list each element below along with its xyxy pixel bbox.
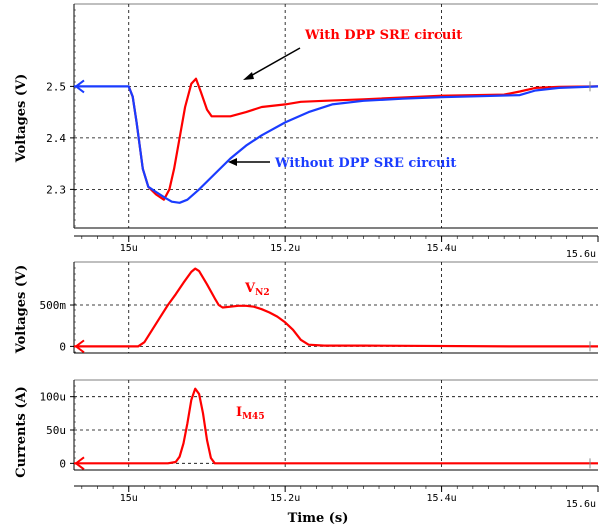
series-label-sub: M45 [242, 412, 265, 422]
series-label-1: VN2 [244, 281, 270, 298]
annotation-without-dpp: Without DPP SRE circuit [274, 156, 456, 171]
y-tick-label: 0 [59, 457, 66, 470]
left-arrow-marker [74, 339, 85, 354]
x-tick-label: 15.6u [566, 249, 596, 260]
panels: 2.5 2.4 2.3 500m 0 100u 50u 0 15u 15.2u 15.4u 15.6u… [40, 3, 599, 510]
left-arrow-marker [74, 456, 85, 471]
y-tick-label: 50u [46, 424, 66, 437]
series-label-2: IM45 [236, 405, 265, 422]
y-axis-label-current: Currents (A) [14, 386, 29, 477]
panel-2: 500m 0 [40, 261, 598, 354]
x-tick-label: 15.2u [270, 493, 300, 504]
x-tick-label: 15u [120, 493, 138, 504]
series-line-1 [127, 77, 599, 201]
series-label-main: I [236, 405, 242, 420]
series-line-1 [74, 387, 598, 465]
annotation-arrow-with [246, 47, 301, 79]
series-label-sub: N2 [255, 288, 270, 298]
y-tick-label: 500m [40, 299, 67, 312]
panel-3: 100u 50u 0 [40, 379, 598, 471]
x-axis-bottom: 15u 15.2u 15.4u 15.6u [74, 485, 599, 510]
y-axis-label-voltage: Voltages (V) [14, 74, 29, 164]
annotation-with-dpp: With DPP SRE circuit [304, 28, 462, 43]
y-tick-label: 2.5 [46, 80, 66, 93]
series-label-main: V [244, 281, 256, 296]
annotations: With DPP SRE circuit Without DPP SRE circ… [228, 28, 462, 422]
ylabel-mid: Voltages (V) [14, 265, 29, 355]
x-axis-top: 15u 15.2u 15.4u 15.6u [74, 235, 599, 260]
ylabel-top: Voltages (V) [14, 74, 29, 164]
x-tick-label: 15.2u [270, 243, 300, 254]
annotation-arrowhead-without [228, 158, 237, 166]
y-tick-label: 2.4 [46, 132, 66, 145]
y-tick-label: 100u [40, 391, 67, 404]
x-axis-label: Time (s) [288, 511, 349, 526]
left-arrow-marker [74, 79, 85, 94]
y-tick-label: 2.3 [46, 183, 66, 196]
ylabel-bottom: Currents (A) [14, 386, 29, 477]
y-axis-label-voltage-vn2: Voltages (V) [14, 265, 29, 355]
x-tick-label: 15u [120, 243, 138, 254]
x-tick-label: 15.4u [427, 243, 457, 254]
series-line-1 [74, 267, 598, 348]
panel-1: 2.5 2.4 2.3 [46, 3, 599, 229]
x-tick-label: 15.6u [566, 499, 596, 510]
x-tick-label: 15.4u [427, 493, 457, 504]
series-line-2 [74, 85, 599, 204]
annotation-arrowhead-with [243, 72, 254, 80]
y-tick-label: 0 [59, 340, 66, 353]
